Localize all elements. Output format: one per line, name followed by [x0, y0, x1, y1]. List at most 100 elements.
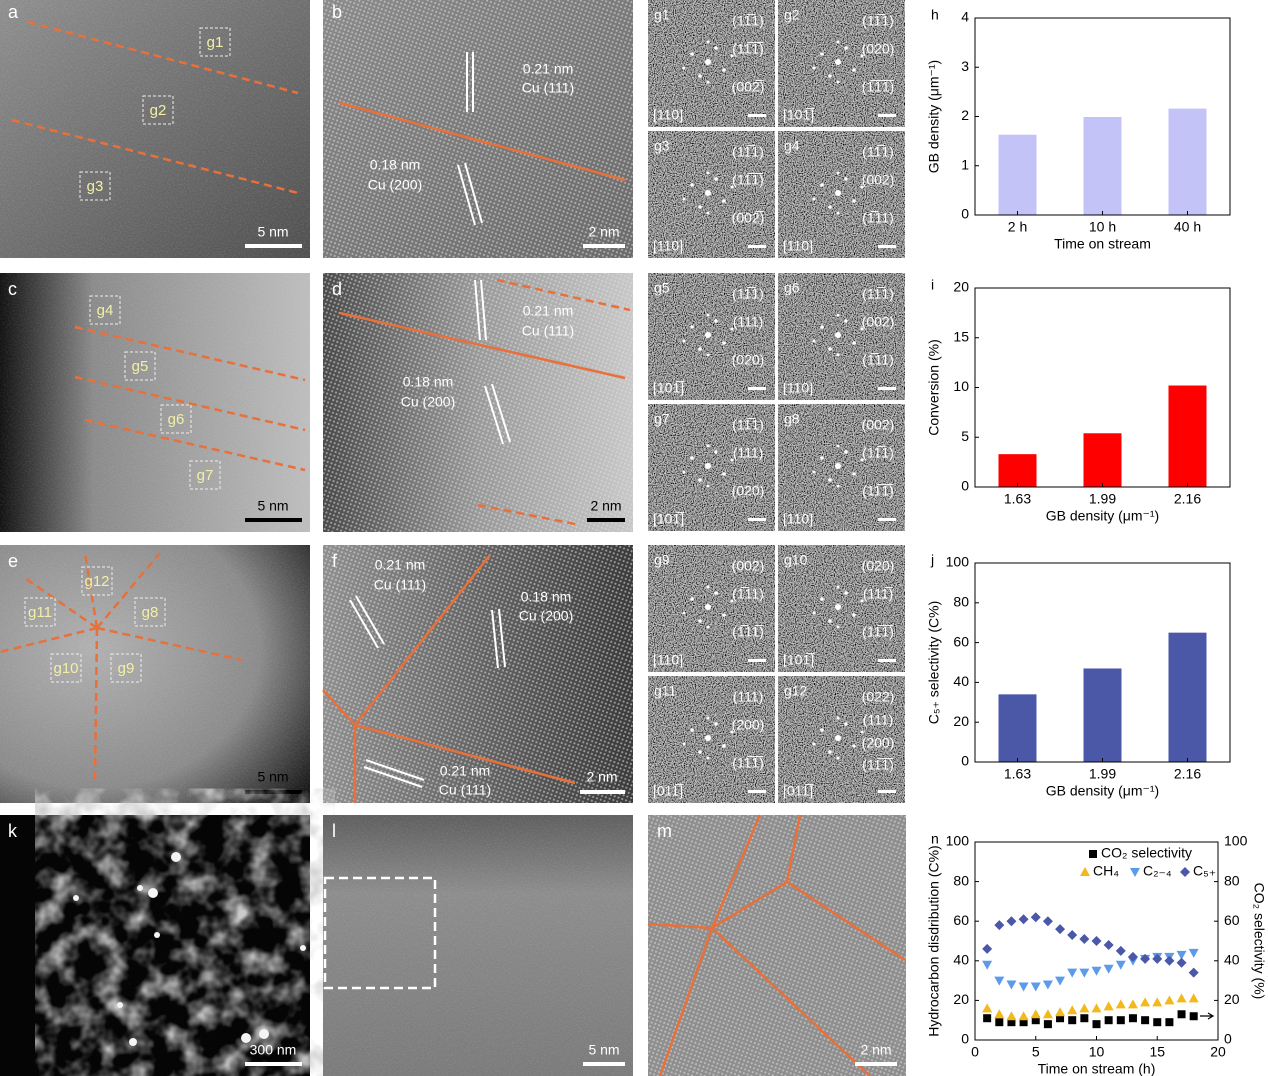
panel-label: c — [8, 279, 17, 299]
marker — [1188, 967, 1199, 978]
zone-axis: [110] — [653, 238, 683, 254]
chart: i 0 5 10 15 20 Conversion (%) GB density (μm⁻¹)… — [926, 277, 1231, 524]
region-label: g5 — [132, 358, 149, 375]
diffraction-spot — [705, 59, 711, 65]
diffraction-spot — [730, 599, 734, 603]
diffraction-spot — [682, 742, 686, 746]
diffraction-spot — [860, 458, 864, 462]
y-tick-label: 80 — [953, 594, 969, 610]
marker — [1031, 1016, 1040, 1025]
diffraction-spot — [820, 183, 824, 187]
legend-marker — [1080, 867, 1090, 876]
region-label: g4 — [97, 302, 114, 319]
y2-tick-label: 40 — [1224, 952, 1240, 968]
scale-bar-label: 2 nm — [588, 224, 619, 240]
marker — [1115, 960, 1126, 970]
fft-background — [648, 0, 775, 127]
diffraction-spot — [836, 171, 840, 175]
annotation: Cu (111) — [522, 80, 574, 96]
scale-bar-label: 2 nm — [590, 498, 621, 514]
panel-label: b — [332, 2, 342, 22]
diffraction-spot — [835, 190, 841, 196]
marker — [1007, 1018, 1016, 1027]
panel-label: j — [930, 552, 934, 568]
diffraction-spot — [706, 80, 710, 84]
diffraction-spot — [690, 597, 694, 601]
legend-label: C₂₋₄ — [1143, 863, 1172, 879]
region-label: g3 — [87, 178, 104, 195]
marker — [1152, 997, 1163, 1007]
marker — [1055, 976, 1066, 986]
fft-panel: g4 [110] (11̅1) (002) (1̅11) — [778, 131, 905, 258]
diffraction-spot — [835, 735, 841, 741]
scale-bar — [878, 518, 896, 521]
panel-label: k — [8, 821, 18, 841]
marker — [1116, 1016, 1125, 1025]
fft-label: g4 — [784, 138, 800, 154]
spot-label: (002̅) — [732, 79, 765, 95]
zone-axis: [110] — [653, 107, 683, 123]
annotation: Cu (200) — [519, 608, 573, 624]
y2-tick-label: 20 — [1224, 991, 1240, 1007]
diffraction-spot — [730, 185, 734, 189]
diffraction-spot — [836, 353, 840, 357]
diffraction-spot — [722, 68, 726, 72]
marker — [1042, 916, 1053, 927]
marker — [1176, 957, 1187, 968]
diffraction-spot — [730, 730, 734, 734]
plot-frame — [974, 17, 1231, 216]
y-tick-label: 100 — [946, 554, 970, 570]
x-axis-label: GB density (μm⁻¹) — [1046, 783, 1159, 799]
marker — [1043, 1020, 1052, 1029]
x-tick-label: 2 h — [1008, 219, 1027, 235]
diffraction-spot — [682, 66, 686, 70]
spot-label: (1̅11̅) — [732, 624, 764, 640]
diffraction-spot — [844, 177, 848, 181]
scale-bar — [878, 245, 896, 248]
diffraction-spot — [836, 585, 840, 589]
diffraction-spot — [698, 347, 702, 351]
diffraction-spot — [682, 470, 686, 474]
fft-background — [778, 545, 905, 672]
fft-panel: g8 [110] (002) (11̅1) (11̅1̅) — [778, 404, 905, 531]
marker — [1128, 1014, 1137, 1023]
y-axis-label: C₅₊ selectivity (C%) — [926, 601, 942, 724]
spot-label: (020) — [732, 483, 765, 499]
x-axis-label: Time on stream (h) — [1038, 1061, 1156, 1076]
y-tick-label: 100 — [946, 833, 970, 849]
y-axis-label: GB density (μm⁻¹) — [926, 60, 942, 173]
x-tick-label: 40 h — [1174, 219, 1201, 235]
diffraction-spot — [730, 458, 734, 462]
marker — [1127, 999, 1138, 1009]
marker — [1068, 1016, 1077, 1025]
bar — [998, 134, 1037, 215]
region-label: g8 — [142, 604, 159, 621]
x-tick-label: 10 — [1089, 1044, 1105, 1060]
marker — [1092, 1020, 1101, 1029]
diffraction-spot — [706, 40, 710, 44]
zone-axis: [011̅] — [783, 783, 814, 799]
spot-label: (11̅1) — [732, 13, 764, 29]
bar — [1083, 433, 1122, 487]
spot-label: (11̅1̅) — [732, 755, 764, 771]
image-m: m 2 nm — [647, 814, 906, 1076]
scale-bar — [878, 114, 896, 117]
fft-label: g7 — [654, 411, 670, 427]
spot-label: (002) — [862, 172, 895, 188]
marker — [982, 943, 993, 954]
zone-axis: [101̅] — [653, 511, 685, 527]
marker — [1115, 999, 1126, 1009]
marker — [1006, 980, 1017, 990]
marker — [1006, 916, 1017, 927]
region-label: g6 — [168, 411, 185, 428]
scale-bar-label: 5 nm — [588, 1042, 619, 1058]
diffraction-spot — [812, 66, 816, 70]
diffraction-spot — [812, 339, 816, 343]
marker — [1164, 955, 1175, 966]
diffraction-spot — [835, 463, 841, 469]
marker — [1103, 964, 1114, 974]
diffraction-spot — [705, 735, 711, 741]
y-axis-label: Hydrocarbon disdribution (C%) — [926, 845, 942, 1036]
zone-axis: [110] — [783, 380, 813, 396]
fft-background — [648, 131, 775, 258]
